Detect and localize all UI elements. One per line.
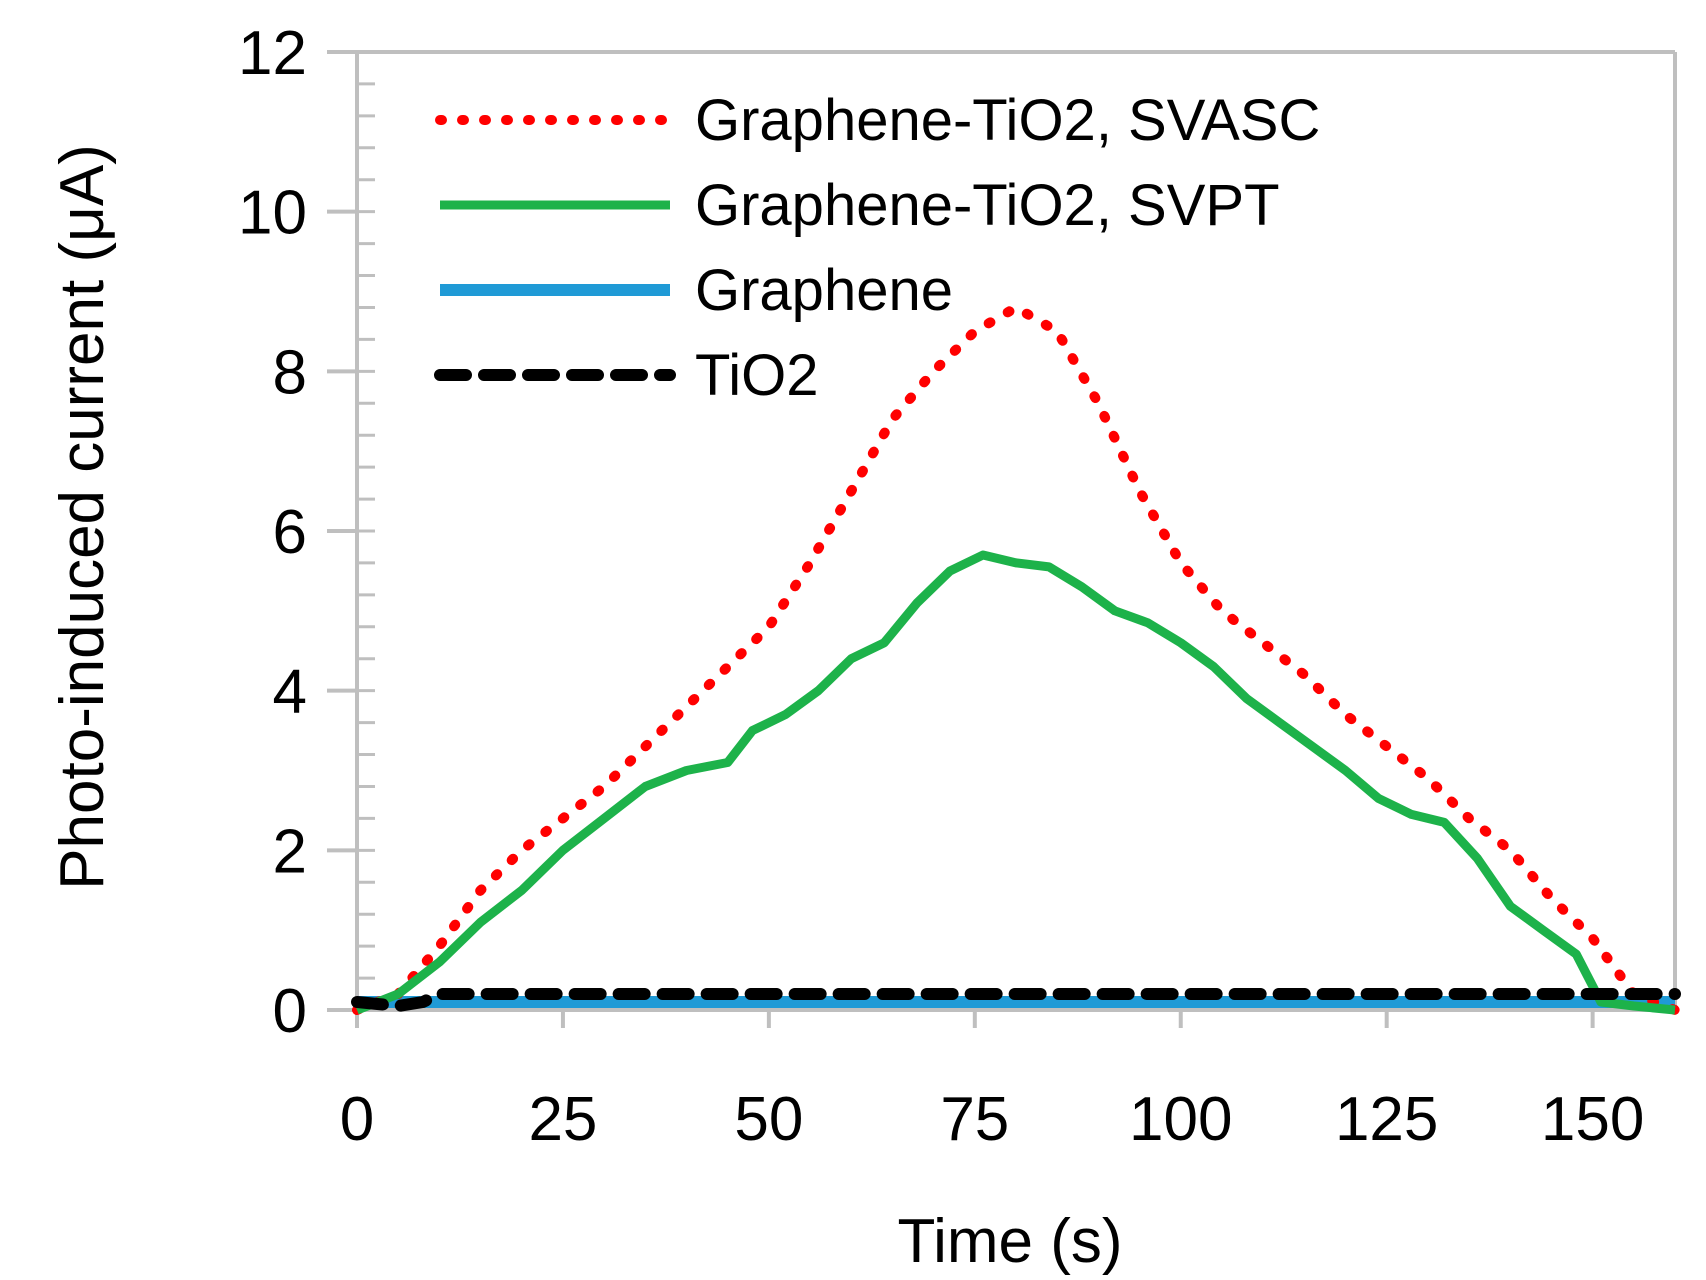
x-tick-label: 150 xyxy=(1541,1085,1644,1154)
y-axis-ticks: 0 2 4 6 8 10 12 xyxy=(238,19,357,1046)
y-tick-label: 8 xyxy=(273,338,307,407)
x-axis-ticks: 0 25 50 75 100 125 150 xyxy=(340,1010,1644,1154)
y-tick-label: 0 xyxy=(273,977,307,1046)
x-axis-title: Time (s) xyxy=(898,1207,1123,1276)
series-line-graphene-tio2-svpt xyxy=(355,550,1676,1015)
x-tick-label: 25 xyxy=(528,1085,597,1154)
x-tick-label: 50 xyxy=(734,1085,803,1154)
x-tick-label: 100 xyxy=(1129,1085,1232,1154)
series-line-tio2 xyxy=(351,988,1681,1013)
legend-label-graphene-tio2-svasc: Graphene-TiO2, SVASC xyxy=(695,88,1320,153)
series-line-graphene-tio2-svasc xyxy=(352,301,1680,1015)
y-minor-ticks xyxy=(357,82,375,980)
y-tick-label: 10 xyxy=(238,179,307,248)
y-tick-label: 4 xyxy=(273,658,307,727)
legend-label-graphene: Graphene xyxy=(695,258,953,323)
legend-label-tio2: TiO2 xyxy=(695,343,819,408)
legend-label-graphene-tio2-svpt: Graphene-TiO2, SVPT xyxy=(695,173,1280,238)
legend: Graphene-TiO2, SVASC Graphene-TiO2, SVPT G… xyxy=(434,88,1320,408)
y-tick-label: 2 xyxy=(273,817,307,886)
y-tick-label: 6 xyxy=(273,498,307,567)
x-tick-label: 0 xyxy=(340,1085,374,1154)
x-tick-label: 125 xyxy=(1335,1085,1438,1154)
y-axis-title: Photo-induced current (μA) xyxy=(48,144,117,890)
x-tick-label: 75 xyxy=(940,1085,1009,1154)
series-layer xyxy=(351,301,1681,1015)
y-tick-label: 12 xyxy=(238,19,307,88)
